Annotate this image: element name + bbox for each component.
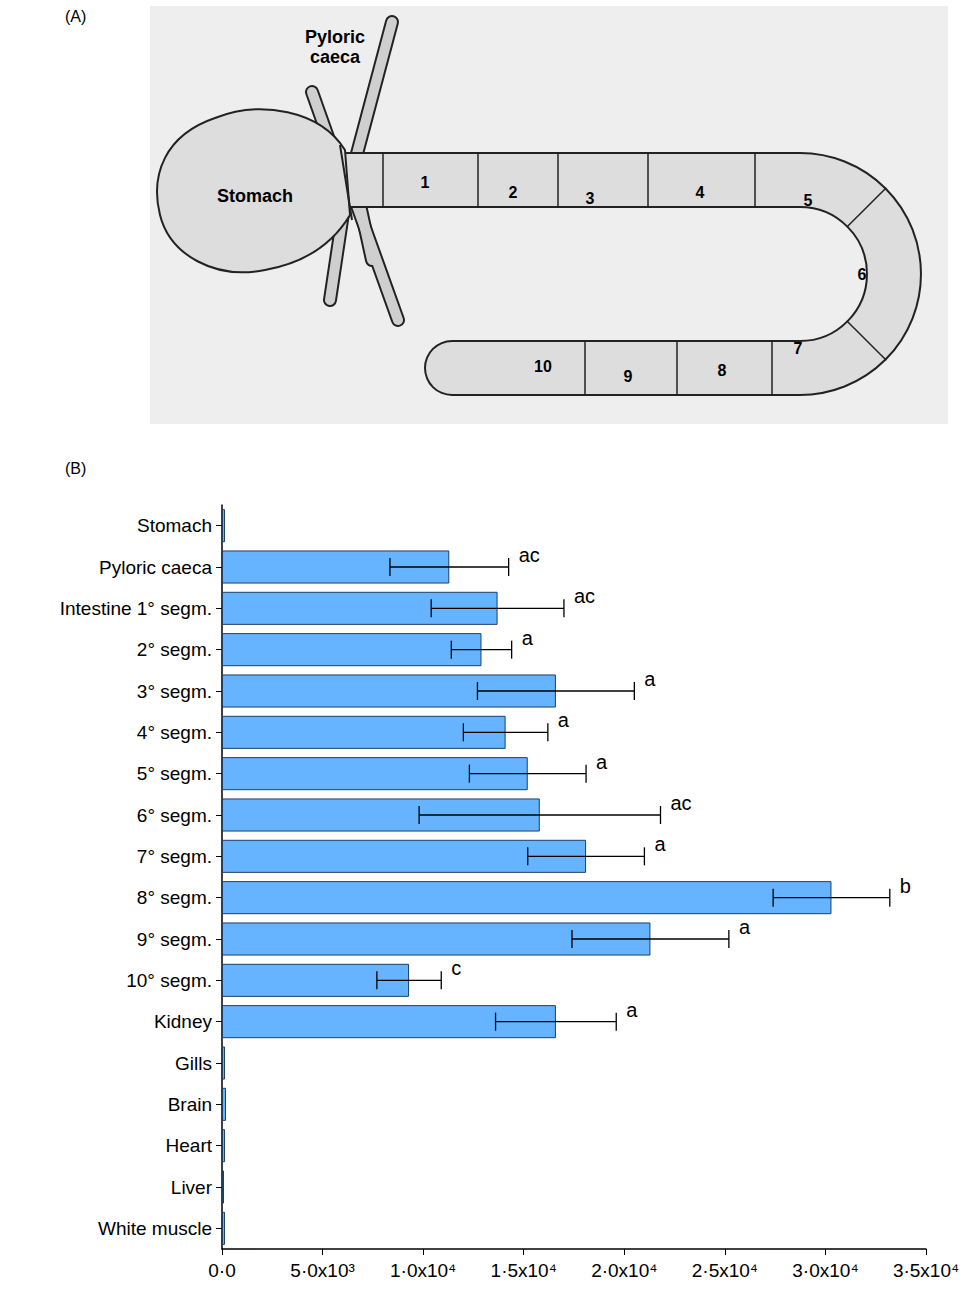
svg-text:2·5x10⁴: 2·5x10⁴ — [692, 1260, 758, 1281]
svg-text:5° segm.: 5° segm. — [137, 763, 212, 784]
svg-text:4: 4 — [696, 184, 705, 201]
svg-text:Stomach: Stomach — [137, 515, 212, 536]
svg-text:Intestine 1° segm.: Intestine 1° segm. — [60, 598, 212, 619]
svg-text:8° segm.: 8° segm. — [137, 887, 212, 908]
svg-text:a: a — [654, 833, 666, 855]
svg-text:7° segm.: 7° segm. — [137, 846, 212, 867]
svg-text:a: a — [522, 627, 534, 649]
svg-text:Heart: Heart — [166, 1135, 213, 1156]
svg-text:5: 5 — [804, 192, 813, 209]
svg-text:ac: ac — [519, 544, 540, 566]
svg-text:a: a — [739, 916, 751, 938]
svg-text:a: a — [644, 668, 656, 690]
svg-text:a: a — [596, 751, 608, 773]
svg-text:1·0x10⁴: 1·0x10⁴ — [390, 1260, 456, 1281]
svg-text:2° segm.: 2° segm. — [137, 639, 212, 660]
svg-text:Liver: Liver — [171, 1177, 213, 1198]
svg-text:7: 7 — [794, 340, 803, 357]
svg-text:(A): (A) — [65, 8, 86, 25]
svg-text:6: 6 — [858, 266, 867, 283]
svg-text:0·0: 0·0 — [208, 1260, 235, 1281]
svg-text:1: 1 — [421, 174, 430, 191]
svg-text:9° segm.: 9° segm. — [137, 929, 212, 950]
svg-text:c: c — [451, 957, 461, 979]
svg-text:10° segm.: 10° segm. — [126, 970, 212, 991]
svg-text:ac: ac — [574, 585, 595, 607]
html-text:(B): (B) — [65, 460, 87, 477]
svg-text:3·0x10⁴: 3·0x10⁴ — [792, 1260, 858, 1281]
svg-text:4° segm.: 4° segm. — [137, 722, 212, 743]
svg-text:3: 3 — [586, 190, 595, 207]
svg-text:3° segm.: 3° segm. — [137, 681, 212, 702]
svg-text:Kidney: Kidney — [154, 1011, 213, 1032]
svg-text:9: 9 — [624, 368, 633, 385]
svg-text:2: 2 — [509, 184, 518, 201]
svg-text:caeca: caeca — [310, 47, 361, 67]
svg-text:a: a — [558, 709, 570, 731]
svg-text:Stomach: Stomach — [217, 186, 293, 206]
svg-text:2·0x10⁴: 2·0x10⁴ — [591, 1260, 657, 1281]
svg-text:6° segm.: 6° segm. — [137, 805, 212, 826]
svg-text:Pyloric: Pyloric — [305, 27, 365, 47]
svg-text:Gills: Gills — [175, 1053, 212, 1074]
svg-text:Pyloric caeca: Pyloric caeca — [99, 557, 212, 578]
svg-text:10: 10 — [534, 358, 552, 375]
svg-text:b: b — [900, 875, 911, 897]
svg-text:White muscle: White muscle — [98, 1218, 212, 1239]
svg-text:5·0x10³: 5·0x10³ — [290, 1260, 354, 1281]
svg-text:ac: ac — [670, 792, 691, 814]
svg-text:a: a — [626, 999, 638, 1021]
svg-text:Brain: Brain — [168, 1094, 212, 1115]
svg-text:1·5x10⁴: 1·5x10⁴ — [491, 1260, 557, 1281]
svg-text:8: 8 — [718, 362, 727, 379]
svg-text:3·5x10⁴: 3·5x10⁴ — [893, 1260, 959, 1281]
